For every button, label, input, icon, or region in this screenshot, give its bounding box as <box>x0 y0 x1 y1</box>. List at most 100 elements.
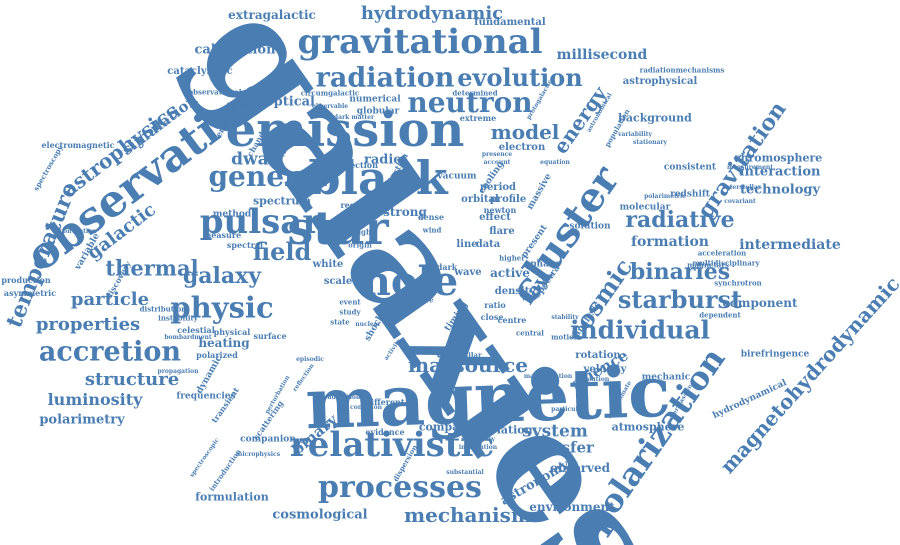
cloud-word: vacuum <box>437 171 477 182</box>
cloud-word: spectral <box>226 240 264 250</box>
cloud-word: pulsar <box>199 202 321 242</box>
cloud-word: motion <box>551 332 579 342</box>
cloud-word: equation <box>540 159 570 166</box>
cloud-word: multidisciplinary <box>692 258 760 268</box>
cloud-word: event <box>339 297 361 307</box>
cloud-word: measurement <box>726 164 774 171</box>
cloud-word: redshift <box>670 189 710 200</box>
cloud-word: flare <box>489 226 515 237</box>
cloud-word: massource <box>408 353 528 377</box>
cloud-word: study <box>339 307 361 317</box>
cloud-word: profile <box>489 194 527 205</box>
cloud-word: frequencies <box>176 391 236 402</box>
cloud-word: ratio <box>484 300 506 310</box>
cloud-word: gravitational <box>297 22 543 62</box>
cloud-word: density <box>494 286 536 297</box>
cloud-word: luminosity <box>47 390 143 409</box>
cloud-word: physical <box>213 327 251 337</box>
cloud-word: structure <box>84 369 180 390</box>
cloud-word: dark matter <box>333 114 375 121</box>
cloud-word: newton <box>483 205 517 215</box>
cloud-word: particular <box>551 406 585 413</box>
cloud-word: synchrotron <box>714 278 762 288</box>
cloud-word: asymmetric <box>3 288 57 298</box>
cloud-word: extreme <box>459 113 497 123</box>
cloud-word: technology <box>739 182 821 198</box>
cloud-word: determined <box>452 88 498 98</box>
cloud-word: stationary <box>633 139 667 146</box>
cloud-word: radiationmechanisms <box>639 65 725 75</box>
cloud-word: dwarf <box>231 149 285 170</box>
cloud-word: accretion <box>38 336 182 368</box>
cloud-word: implication <box>458 444 498 451</box>
cloud-word: population <box>602 107 632 149</box>
cloud-word: account <box>483 159 511 166</box>
cloud-word: velocity <box>583 364 627 375</box>
cloud-word: processes <box>318 470 482 505</box>
cloud-word: similar <box>454 350 482 360</box>
cloud-word: polarimetric <box>644 193 686 200</box>
cloud-word: wave <box>454 267 482 278</box>
cloud-word: acceleration <box>697 248 747 258</box>
cloud-word: state <box>330 317 350 327</box>
cloud-word: molecular <box>619 202 671 213</box>
cloud-word: matter <box>351 206 389 217</box>
cloud-word: starburst <box>617 285 743 314</box>
cloud-word: properties <box>35 314 141 335</box>
cloud-word: variation <box>477 423 533 437</box>
cloud-word: system <box>522 421 588 442</box>
cloud-word: cataclysmic <box>167 66 233 77</box>
cloud-word: resolution <box>574 376 610 383</box>
cloud-word: consistent <box>663 162 717 173</box>
cloud-word: general <box>208 160 328 193</box>
cloud-word: neutron <box>407 86 533 119</box>
cloud-word: formation <box>631 234 709 250</box>
cloud-word: heating <box>198 336 250 350</box>
cloud-word: substantial <box>446 469 484 476</box>
cloud-word: surface <box>253 331 287 341</box>
cloud-word: interstellar <box>723 184 761 191</box>
cloud-word: electron <box>498 142 546 153</box>
cloud-word: field <box>252 237 312 266</box>
cloud-word: electromagnetic <box>41 140 115 150</box>
cloud-word: observational <box>188 87 242 97</box>
cloud-word: polarimetry <box>39 412 125 428</box>
cloud-word: strong <box>383 205 427 219</box>
cloud-word: hydrodynamic <box>360 3 504 24</box>
cloud-word: optical <box>265 94 315 110</box>
cloud-word: phase <box>530 259 560 270</box>
cloud-word: interaction <box>739 164 821 180</box>
cloud-word: data <box>475 239 501 250</box>
cloud-word: formulation <box>195 490 269 504</box>
cloud-word: component <box>722 296 798 310</box>
cloud-word: dark <box>436 262 458 272</box>
cloud-word: thermal <box>105 255 199 281</box>
cloud-word: physic <box>170 290 274 325</box>
cloud-word: numerical <box>349 94 401 105</box>
cloud-word: dynamic <box>194 353 225 396</box>
cloud-word: dense <box>417 212 445 222</box>
cloud-word: production <box>1 275 51 285</box>
cloud-word: galaxy <box>182 263 262 289</box>
cloud-word: radio <box>364 152 402 168</box>
cloud-word: signature <box>226 101 260 108</box>
cloud-word: black <box>308 151 448 205</box>
cloud-word: cosmological <box>272 507 368 523</box>
cloud-word: instability <box>158 313 198 323</box>
cloud-word: nuclear <box>355 321 381 328</box>
cloud-word: relativistic <box>289 425 495 465</box>
cloud-word: presence <box>481 151 513 158</box>
cloud-word: transfer <box>526 438 594 457</box>
cloud-word: astrophysical <box>622 76 698 87</box>
cloud-word: companion <box>240 434 296 445</box>
cloud-word: observable <box>311 103 349 110</box>
cloud-word: propagation <box>157 368 199 375</box>
cloud-word: magnetization <box>523 373 573 380</box>
cloud-word: origin <box>348 240 372 250</box>
cloud-word: episodic <box>296 356 324 363</box>
cloud-word: binaries <box>629 259 731 285</box>
cloud-word: atmosphere <box>611 420 685 434</box>
cloud-word: rotation <box>575 350 621 361</box>
cloud-word: millisecond <box>556 47 648 63</box>
